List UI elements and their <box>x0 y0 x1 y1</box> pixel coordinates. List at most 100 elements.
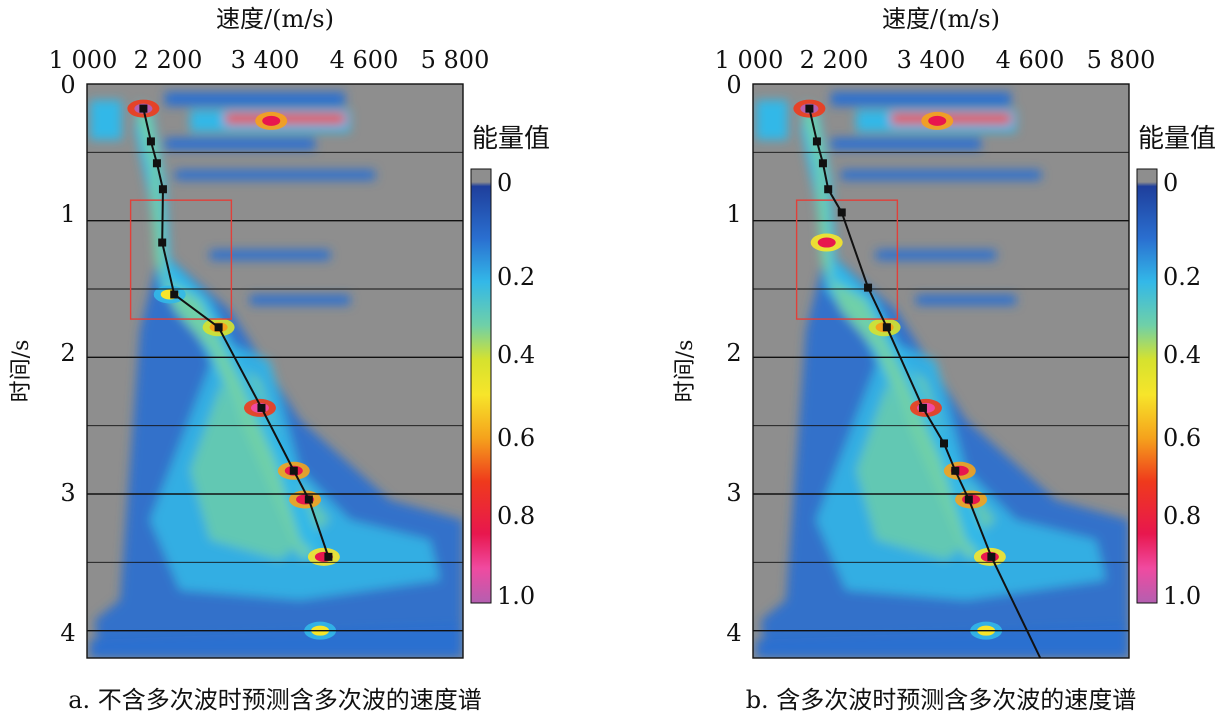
energy-trend-core <box>138 104 315 558</box>
y-tick-label: 3 <box>60 479 75 507</box>
energy-region-low <box>90 625 463 658</box>
y-tick-label: 0 <box>726 71 741 99</box>
x-tick-label: 5 800 <box>421 46 490 74</box>
energy-trend-core <box>804 104 981 558</box>
energy-streak <box>756 100 788 140</box>
velocity-pick-marker <box>818 159 827 168</box>
y-tick-label: 1 <box>60 200 75 228</box>
plot-frame <box>86 83 464 659</box>
x-axis-title: 速度/(m/s) <box>882 5 1000 33</box>
velocity-pick-marker <box>987 552 996 561</box>
colorbar-tick-label: 0.4 <box>497 341 535 369</box>
y-tick-label: 4 <box>726 619 741 647</box>
y-tick-labels: 0 1 2 3 4 <box>726 71 741 647</box>
colorbar-tick-label: 1.0 <box>1163 582 1201 610</box>
y-tick-label: 0 <box>60 71 75 99</box>
x-tick-label: 4 600 <box>996 46 1065 74</box>
energy-streak <box>210 250 330 260</box>
y-tick-labels: 0 1 2 3 4 <box>60 71 75 647</box>
energy-peak <box>817 237 836 248</box>
gridlines <box>753 151 1129 632</box>
energy-streak <box>916 295 1016 305</box>
colorbar-tick-label: 0.8 <box>1163 502 1201 530</box>
velocity-pick-marker <box>158 238 167 247</box>
x-tick-labels: 1 000 2 200 3 400 4 600 5 800 <box>49 46 490 74</box>
velocity-pick-marker <box>289 466 298 475</box>
velocity-pick-marker <box>324 552 333 561</box>
velocity-pick-marker <box>824 185 833 194</box>
plot-frame <box>752 83 1130 659</box>
panel-b: 速度/(m/s) 时间/s 1 000 2 200 3 400 4 600 5 … <box>673 5 1216 714</box>
colorbar-tick-label: 0 <box>497 169 512 197</box>
x-tick-label: 1 000 <box>49 46 118 74</box>
highlight-box <box>795 199 899 320</box>
velocity-pick-marker <box>864 283 873 292</box>
colorbar-title: 能量值 <box>472 124 550 154</box>
y-tick-label: 1 <box>726 200 741 228</box>
highlight-box <box>129 199 233 320</box>
x-tick-label: 3 400 <box>231 46 300 74</box>
energy-streak <box>841 170 1041 180</box>
velocity-pick-marker <box>170 290 179 299</box>
y-tick-label: 3 <box>726 479 741 507</box>
velocity-pick-marker <box>139 104 148 113</box>
velocity-pick-marker <box>146 137 155 146</box>
colorbar: 能量值 0 0.2 0.4 0.6 0.8 1.0 <box>470 124 550 610</box>
energy-streak <box>90 100 122 140</box>
velocity-pick-marker <box>257 403 266 412</box>
energy-streak <box>250 295 350 305</box>
velocity-pick-marker <box>940 439 949 448</box>
colorbar-tick-label: 0.4 <box>1163 341 1201 369</box>
colorbar-tick-label: 0 <box>1163 169 1178 197</box>
energy-streak <box>831 92 1011 106</box>
velocity-picks <box>805 104 1042 658</box>
colorbar-tick-label: 0.2 <box>497 263 535 291</box>
colorbar-tick-label: 1.0 <box>497 582 535 610</box>
y-tick-label: 2 <box>60 339 75 367</box>
x-axis-title: 速度/(m/s) <box>216 5 334 33</box>
velocity-pick-marker <box>152 159 161 168</box>
y-axis-title: 时间/s <box>673 340 698 403</box>
energy-peak <box>262 115 281 126</box>
velocity-pick-marker <box>214 323 223 332</box>
y-tick-label: 2 <box>726 339 741 367</box>
velocity-pick-marker <box>805 104 814 113</box>
velocity-pick-marker <box>918 403 927 412</box>
energy-streak <box>876 250 996 260</box>
velocity-pick-marker <box>158 185 167 194</box>
energy-peak <box>928 115 947 126</box>
panel-caption: b. 含多次波时预测含多次波的速度谱 <box>746 686 1137 714</box>
panel-caption: a. 不含多次波时预测含多次波的速度谱 <box>68 686 482 714</box>
energy-streak <box>165 92 345 106</box>
colorbar-tick-label: 0.8 <box>497 502 535 530</box>
y-axis-title: 时间/s <box>9 340 34 403</box>
energy-streak <box>175 170 375 180</box>
energy-streak <box>831 138 981 150</box>
panel-a: 速度/(m/s) 时间/s 1 000 2 200 3 400 4 600 5 … <box>9 5 550 714</box>
x-tick-label: 2 200 <box>134 46 203 74</box>
colorbar-title: 能量值 <box>1138 124 1216 154</box>
velocity-picks <box>139 104 333 561</box>
colorbar-ramp <box>1136 168 1158 604</box>
plot-area <box>753 84 1129 658</box>
x-tick-labels: 1 000 2 200 3 400 4 600 5 800 <box>715 46 1156 74</box>
colorbar-tick-label: 0.6 <box>497 424 535 452</box>
x-tick-label: 5 800 <box>1087 46 1156 74</box>
x-tick-label: 1 000 <box>715 46 784 74</box>
velocity-pick-marker <box>882 323 891 332</box>
colorbar-tick-label: 0.6 <box>1163 424 1201 452</box>
colorbar-tick-label: 0.2 <box>1163 263 1201 291</box>
x-tick-label: 4 600 <box>330 46 399 74</box>
plot-area <box>87 84 463 658</box>
x-tick-label: 3 400 <box>897 46 966 74</box>
energy-field <box>90 92 463 658</box>
velocity-pick-marker <box>837 208 846 217</box>
energy-streak <box>165 138 315 150</box>
velocity-pick-marker <box>951 466 960 475</box>
x-tick-label: 2 200 <box>800 46 869 74</box>
colorbar-ramp <box>470 168 492 604</box>
colorbar: 能量值 0 0.2 0.4 0.6 0.8 1.0 <box>1136 124 1216 610</box>
velocity-pick-marker <box>304 495 313 504</box>
velocity-pick-marker <box>964 495 973 504</box>
